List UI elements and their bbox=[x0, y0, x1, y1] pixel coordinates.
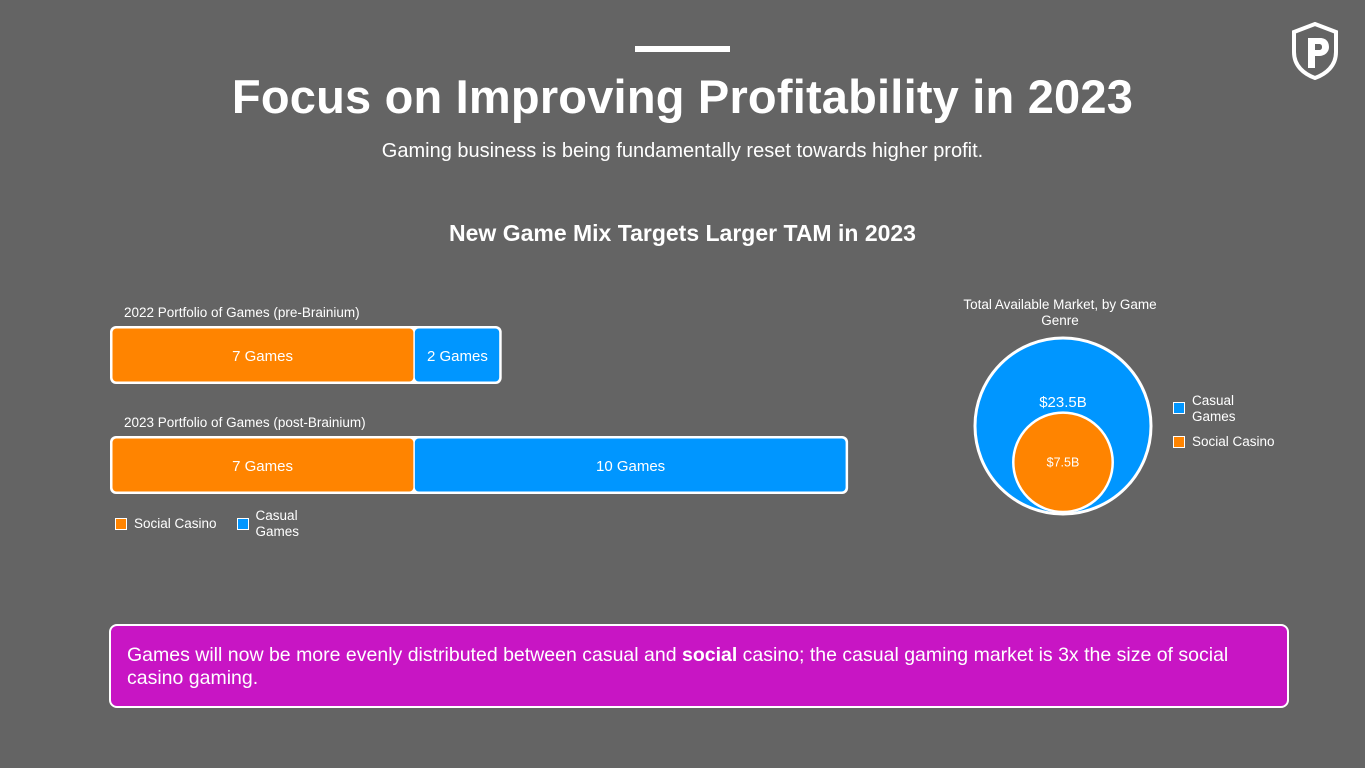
social-casino-swatch bbox=[115, 518, 127, 530]
callout-text-end: casino; the casual gaming market is 3x t… bbox=[127, 644, 1229, 689]
legend-casual-games-label: Casual Games bbox=[255, 508, 300, 539]
bar-segment-social-casino bbox=[112, 328, 414, 382]
bar-value-label: 2 Games bbox=[427, 348, 488, 365]
tam-social-value: $7.5B bbox=[1047, 455, 1080, 469]
title-accent-line bbox=[635, 46, 730, 52]
shield-logo-icon bbox=[1292, 22, 1338, 80]
page-subtitle: Gaming business is being fundamentally r… bbox=[381, 140, 984, 162]
bar-segment-social-casino bbox=[112, 438, 414, 492]
legend-social-casino: Social Casino bbox=[115, 516, 217, 532]
page-title: Focus on Improving Profitability in 2023 bbox=[231, 70, 1134, 123]
bar-segment-casual-games bbox=[414, 438, 846, 492]
tam-circles: $23.5B $7.5B bbox=[973, 336, 1153, 516]
tam-legend-social-label: Social Casino bbox=[1192, 434, 1275, 449]
bar-2023: 7 Games 10 Games bbox=[109, 435, 894, 495]
bar-value-label: 10 Games bbox=[596, 458, 665, 475]
casual-games-swatch bbox=[236, 518, 249, 530]
tam-legend: Casual Games Social Casino bbox=[1173, 393, 1275, 450]
summary-callout: Games will now be more evenly distribute… bbox=[109, 624, 1289, 708]
tam-legend-casual-label: Casual Games bbox=[1192, 393, 1236, 424]
tam-social-swatch bbox=[1173, 436, 1185, 448]
bar-legend: Social Casino Casual Games bbox=[115, 508, 316, 540]
legend-casual-games: Casual Games bbox=[236, 508, 316, 540]
bar-value-label: 7 Games bbox=[232, 348, 293, 365]
bar-2022: 7 Games 2 Games bbox=[109, 325, 894, 385]
bar-2023-label: 2023 Portfolio of Games (post-Brainium) bbox=[124, 415, 366, 430]
tam-title: Total Available Market, by Game Genre bbox=[963, 297, 1157, 328]
callout-bold-word: social bbox=[681, 644, 738, 666]
chart-title: New Game Mix Targets Larger TAM in 2023 bbox=[449, 220, 916, 246]
callout-text-start: Games will now be more evenly distribute… bbox=[127, 644, 682, 666]
tam-legend-social-casino: Social Casino bbox=[1173, 434, 1275, 450]
bar-value-label: 7 Games bbox=[232, 458, 293, 475]
tam-casual-swatch bbox=[1173, 402, 1185, 414]
bar-2022-label: 2022 Portfolio of Games (pre-Brainium) bbox=[124, 305, 360, 320]
tam-casual-value: $23.5B bbox=[1039, 394, 1087, 411]
tam-circle-social-casino bbox=[1012, 411, 1114, 514]
tam-legend-casual-games: Casual Games bbox=[1173, 393, 1275, 425]
bar-segment-casual-games bbox=[414, 328, 500, 382]
legend-social-casino-label: Social Casino bbox=[134, 516, 217, 531]
